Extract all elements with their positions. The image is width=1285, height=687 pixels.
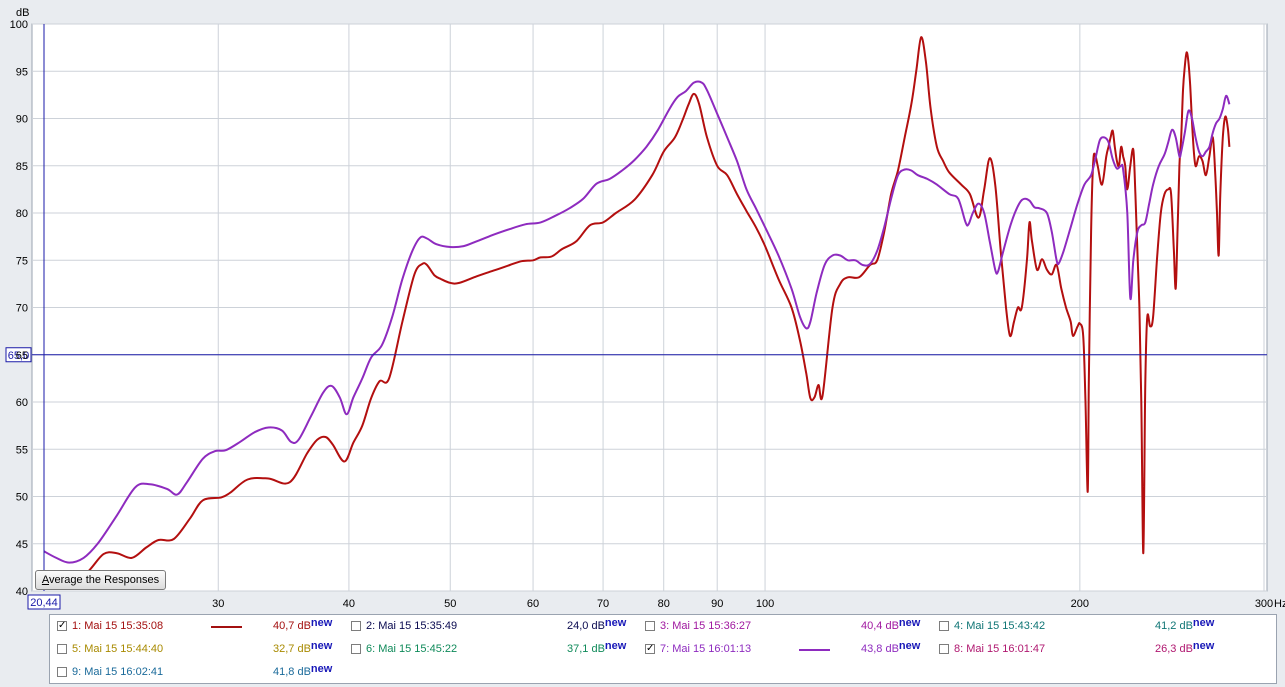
legend-label-5: 5: Mai 15 15:44:40 [72,643,164,655]
level-cursor-label: 65,0 [8,350,29,362]
legend-item-2[interactable]: 2: Mai 15 15:35:49 24,0 dBnew [351,617,641,636]
x-tick-label: 40 [343,598,355,610]
x-axis-unit: Hz [1274,598,1285,610]
x-tick-label: 90 [711,598,723,610]
y-tick-label: 95 [16,66,28,78]
legend-value-9: 41,8 dBnew [273,663,333,678]
legend-value-7: 43,8 dBnew [861,640,921,655]
legend-value-1: 40,7 dBnew [273,617,333,632]
legend-swatch-7 [799,649,830,651]
x-tick-label: 100 [756,598,774,610]
legend-checkbox-7[interactable]: ✓ [645,643,655,654]
legend-checkbox-9[interactable] [57,667,67,677]
y-tick-label: 45 [16,539,28,551]
legend-label-9: 9: Mai 15 16:02:41 [72,666,164,678]
legend-checkbox-4[interactable] [939,621,949,631]
legend-item-5[interactable]: 5: Mai 15 15:44:40 32,7 dBnew [57,640,347,659]
y-tick-label: 65 [16,350,28,362]
y-tick-label: 100 [10,19,28,31]
x-tick-label: 200 [1071,598,1089,610]
legend-label-1: 1: Mai 15 15:35:08 [72,620,164,632]
legend-level-8: 26,3 dB [1155,643,1193,655]
legend-value-4: 41,2 dBnew [1155,617,1215,632]
y-tick-label: 80 [16,208,28,220]
legend-value-5: 32,7 dBnew [273,640,333,655]
level-cursor-box [5,347,32,363]
legend-value-6: 37,1 dBnew [567,640,627,655]
legend-item-6[interactable]: 6: Mai 15 15:45:22 37,1 dBnew [351,640,641,659]
y-tick-label: 75 [16,255,28,267]
legend-swatch-1 [211,626,242,628]
legend-item-9[interactable]: 9: Mai 15 16:02:41 41,8 dBnew [57,663,347,682]
y-tick-label: 50 [16,492,28,504]
legend-label-7: 7: Mai 15 16:01:13 [660,643,752,655]
axis-layer: 40 45 50 55 60 65 70 75 80 85 90 95 100 30 40 50 60 70 80 9… [10,7,1285,610]
frequency-cursor-label: 20,44 [30,597,58,609]
legend-new-tag-7: new [898,640,921,652]
legend-level-2: 24,0 dB [567,620,605,632]
average-responses-button[interactable]: Average the Responses [35,570,166,590]
legend-level-6: 37,1 dB [567,643,605,655]
legend-checkbox-8[interactable] [939,644,949,654]
series-layer [43,36,1231,590]
series-line-1 [43,36,1231,590]
legend-new-tag-3: new [898,617,921,629]
y-axis-label: dB [16,7,29,19]
legend-value-8: 26,3 dBnew [1155,640,1215,655]
legend-value-3: 40,4 dBnew [861,617,921,632]
legend-label-2: 2: Mai 15 15:35:49 [366,620,458,632]
average-button-label: verage the Responses [49,574,160,586]
x-tick-label: 50 [444,598,456,610]
legend-checkbox-6[interactable] [351,644,361,654]
legend-new-tag-4: new [1192,617,1215,629]
legend-level-4: 41,2 dB [1155,620,1193,632]
y-tick-label: 90 [16,114,28,126]
measurements-legend: ✓ 1: Mai 15 15:35:08 40,7 dBnew 2: Mai 1… [49,614,1277,684]
legend-new-tag-9: new [310,663,333,675]
legend-item-3[interactable]: 3: Mai 15 15:36:27 40,4 dBnew [645,617,935,636]
legend-label-4: 4: Mai 15 15:43:42 [954,620,1046,632]
legend-checkbox-2[interactable] [351,621,361,631]
y-tick-label: 55 [16,444,28,456]
x-tick-label: 70 [597,598,609,610]
legend-checkbox-3[interactable] [645,621,655,631]
x-tick-label: 30 [212,598,224,610]
legend-level-3: 40,4 dB [861,620,899,632]
legend-new-tag-6: new [604,640,627,652]
y-tick-label: 60 [16,397,28,409]
legend-item-8[interactable]: 8: Mai 15 16:01:47 26,3 dBnew [939,640,1229,659]
legend-level-1: 40,7 dB [273,620,311,632]
legend-level-5: 32,7 dB [273,643,311,655]
legend-level-9: 41,8 dB [273,666,311,678]
x-tick-label: 60 [527,598,539,610]
y-tick-label: 85 [16,161,28,173]
x-tick-label: 80 [658,598,670,610]
legend-item-4[interactable]: 4: Mai 15 15:43:42 41,2 dBnew [939,617,1229,636]
y-tick-label: 40 [16,586,28,598]
legend-new-tag-5: new [310,640,333,652]
legend-level-7: 43,8 dB [861,643,899,655]
y-tick-label: 70 [16,303,28,315]
legend-label-3: 3: Mai 15 15:36:27 [660,620,752,632]
legend-item-1[interactable]: ✓ 1: Mai 15 15:35:08 40,7 dBnew [57,617,347,636]
legend-checkbox-1[interactable]: ✓ [57,620,67,631]
legend-value-2: 24,0 dBnew [567,617,627,632]
legend-label-6: 6: Mai 15 15:45:22 [366,643,458,655]
legend-label-8: 8: Mai 15 16:01:47 [954,643,1046,655]
x-tick-label: 300 [1255,598,1273,610]
legend-new-tag-1: new [310,617,333,629]
legend-new-tag-2: new [604,617,627,629]
legend-item-7[interactable]: ✓ 7: Mai 15 16:01:13 43,8 dBnew [645,640,935,659]
frequency-cursor-box [27,594,61,610]
legend-new-tag-8: new [1192,640,1215,652]
series-line-2 [43,80,1231,564]
cursor-layer: 65,0 20,44 [5,24,1267,610]
legend-checkbox-5[interactable] [57,644,67,654]
average-button-mnemonic: A [41,574,50,586]
